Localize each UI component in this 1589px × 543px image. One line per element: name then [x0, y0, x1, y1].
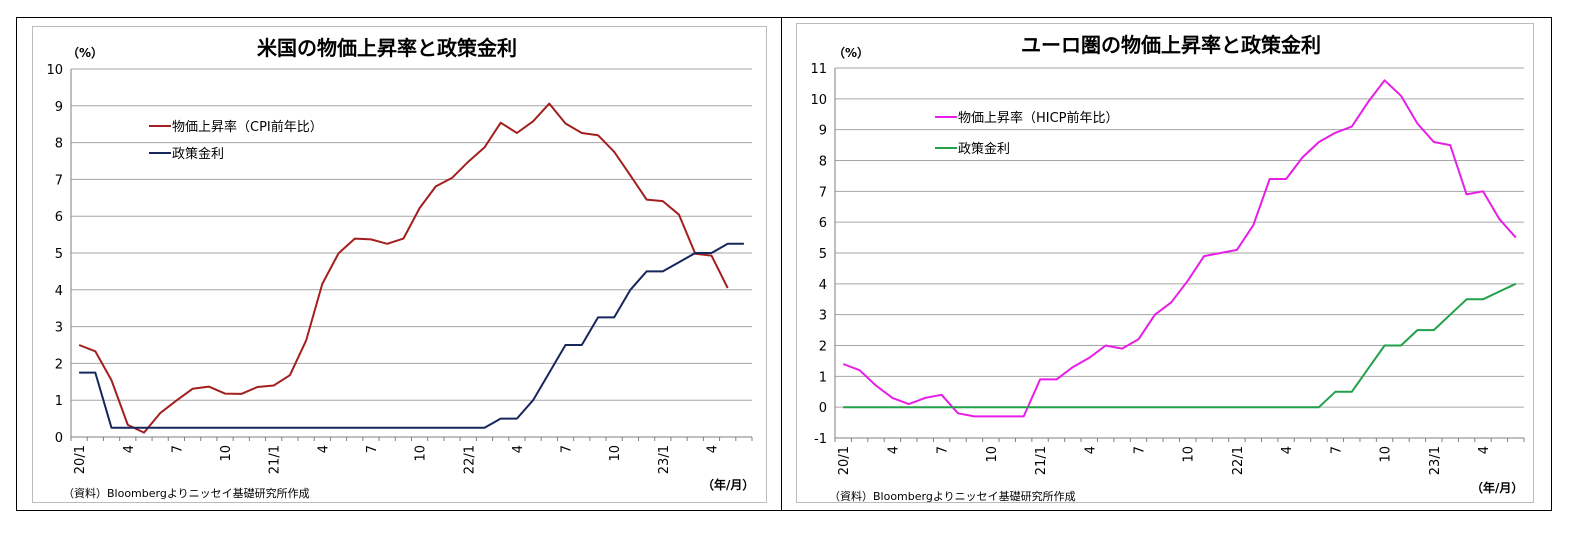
x-axis-unit: （年/月） — [1471, 480, 1523, 495]
x-tick-label: 10 — [608, 445, 623, 462]
x-tick-label: 10 — [985, 446, 1000, 463]
legend-label-hicp: 物価上昇率（HICP前年比） — [958, 110, 1119, 126]
x-tick-label: 7 — [560, 445, 575, 453]
legend-label-cpi: 物価上昇率（CPI前年比） — [172, 119, 323, 135]
euro-chart: ユーロ圏の物価上昇率と政策金利 （%） -1 0 1 2 3 4 5 6 7 8 9 10 11 20/… — [810, 33, 1525, 503]
x-tick-label: 4 — [886, 446, 901, 454]
x-tick-label: 23/1 — [1428, 446, 1443, 475]
y-tick-label: 2 — [55, 357, 63, 372]
chart-title: 米国の物価上昇率と政策金利 — [257, 36, 517, 60]
x-tick-label: 4 — [1083, 446, 1098, 454]
source-note: （資料）Bloombergよりニッセイ基礎研究所作成 — [829, 489, 1076, 503]
x-tick-label: 10 — [219, 445, 234, 462]
x-tick-label: 22/1 — [1231, 446, 1246, 475]
x-tick-label: 7 — [170, 445, 185, 453]
x-tick-label: 10 — [1379, 446, 1394, 463]
source-note: （資料）Bloombergよりニッセイ基礎研究所作成 — [63, 486, 310, 500]
y-axis-unit: （%） — [67, 45, 103, 60]
x-tick-label: 10 — [414, 445, 429, 462]
euro-chart-panel: ユーロ圏の物価上昇率と政策金利 （%） -1 0 1 2 3 4 5 6 7 8 9 10 11 20/… — [796, 23, 1534, 503]
legend-label-rate: 政策金利 — [958, 141, 1010, 157]
legend-label-rate: 政策金利 — [172, 146, 224, 162]
y-tick-label: 8 — [819, 155, 827, 170]
y-tick-label: 11 — [810, 62, 827, 77]
y-tick-label: 0 — [55, 431, 63, 446]
series-line-1 — [79, 242, 744, 429]
x-tick-label: 7 — [365, 445, 380, 453]
y-tick-labels: -1 0 1 2 3 4 5 6 7 8 9 10 11 — [810, 62, 827, 447]
x-tick-label: 4 — [122, 445, 137, 453]
y-tick-label: 6 — [55, 210, 63, 225]
series-line-0 — [842, 79, 1517, 418]
x-tick-label: 4 — [511, 445, 526, 453]
y-axis-unit: （%） — [833, 45, 869, 60]
x-tick-label: 7 — [1329, 446, 1344, 454]
grid-lines — [70, 68, 753, 441]
grid-lines — [834, 67, 1525, 442]
x-tick-label: 7 — [1132, 446, 1147, 454]
x-axis-unit: （年/月） — [702, 477, 754, 492]
y-tick-label: 1 — [55, 394, 63, 409]
y-tick-label: 9 — [55, 100, 63, 115]
y-tick-label: 0 — [819, 401, 827, 416]
x-tick-label: 22/1 — [462, 445, 477, 474]
x-tick-label: 4 — [316, 445, 331, 453]
y-tick-label: 1 — [819, 370, 827, 385]
y-tick-label: 3 — [819, 309, 827, 324]
y-tick-label: 8 — [55, 137, 63, 152]
y-tick-labels: 0 1 2 3 4 5 6 7 8 9 10 — [46, 63, 63, 446]
x-tick-label: 20/1 — [73, 445, 88, 474]
x-tick-labels: 20/1 4 7 10 21/1 4 7 10 22/1 4 7 10 23/1 4 — [837, 446, 1492, 475]
x-tick-label: 20/1 — [837, 446, 852, 475]
series-lines — [842, 79, 1517, 418]
x-tick-label: 4 — [1280, 446, 1295, 454]
y-tick-label: 5 — [55, 247, 63, 262]
x-tick-label: 10 — [1182, 446, 1197, 463]
y-tick-label: 7 — [819, 185, 827, 200]
series-line-1 — [843, 282, 1517, 409]
chart-title: ユーロ圏の物価上昇率と政策金利 — [1021, 33, 1321, 57]
legend: 物価上昇率（CPI前年比） 政策金利 — [149, 119, 323, 162]
y-tick-label: 2 — [819, 340, 827, 355]
figure-frame — [16, 17, 1552, 511]
y-tick-label: 6 — [819, 216, 827, 231]
panel-divider — [781, 17, 782, 511]
y-tick-label: 4 — [55, 284, 63, 299]
series-lines — [78, 102, 744, 434]
series-line-0 — [78, 102, 729, 434]
x-tick-label: 21/1 — [268, 445, 283, 474]
x-tick-label: 21/1 — [1034, 446, 1049, 475]
x-tick-label: 4 — [1477, 446, 1492, 454]
x-tick-label: 23/1 — [657, 445, 672, 474]
y-tick-label: 7 — [55, 173, 63, 188]
x-tick-labels: 20/1 4 7 10 21/1 4 7 10 22/1 4 7 10 23/1 4 — [73, 445, 720, 474]
y-tick-label: 4 — [819, 278, 827, 293]
us-chart-panel: 米国の物価上昇率と政策金利 （%） 0 1 2 3 4 5 6 7 8 9 10 20/1 4 7 10 2… — [32, 26, 767, 503]
y-tick-label: 10 — [46, 63, 63, 78]
y-tick-label: 3 — [55, 321, 63, 336]
x-tick-label: 4 — [705, 445, 720, 453]
y-tick-label: -1 — [814, 432, 827, 447]
y-tick-label: 5 — [819, 247, 827, 262]
legend: 物価上昇率（HICP前年比） 政策金利 — [935, 110, 1119, 157]
y-tick-label: 10 — [810, 93, 827, 108]
x-tick-label: 7 — [936, 446, 951, 454]
y-tick-label: 9 — [819, 124, 827, 139]
